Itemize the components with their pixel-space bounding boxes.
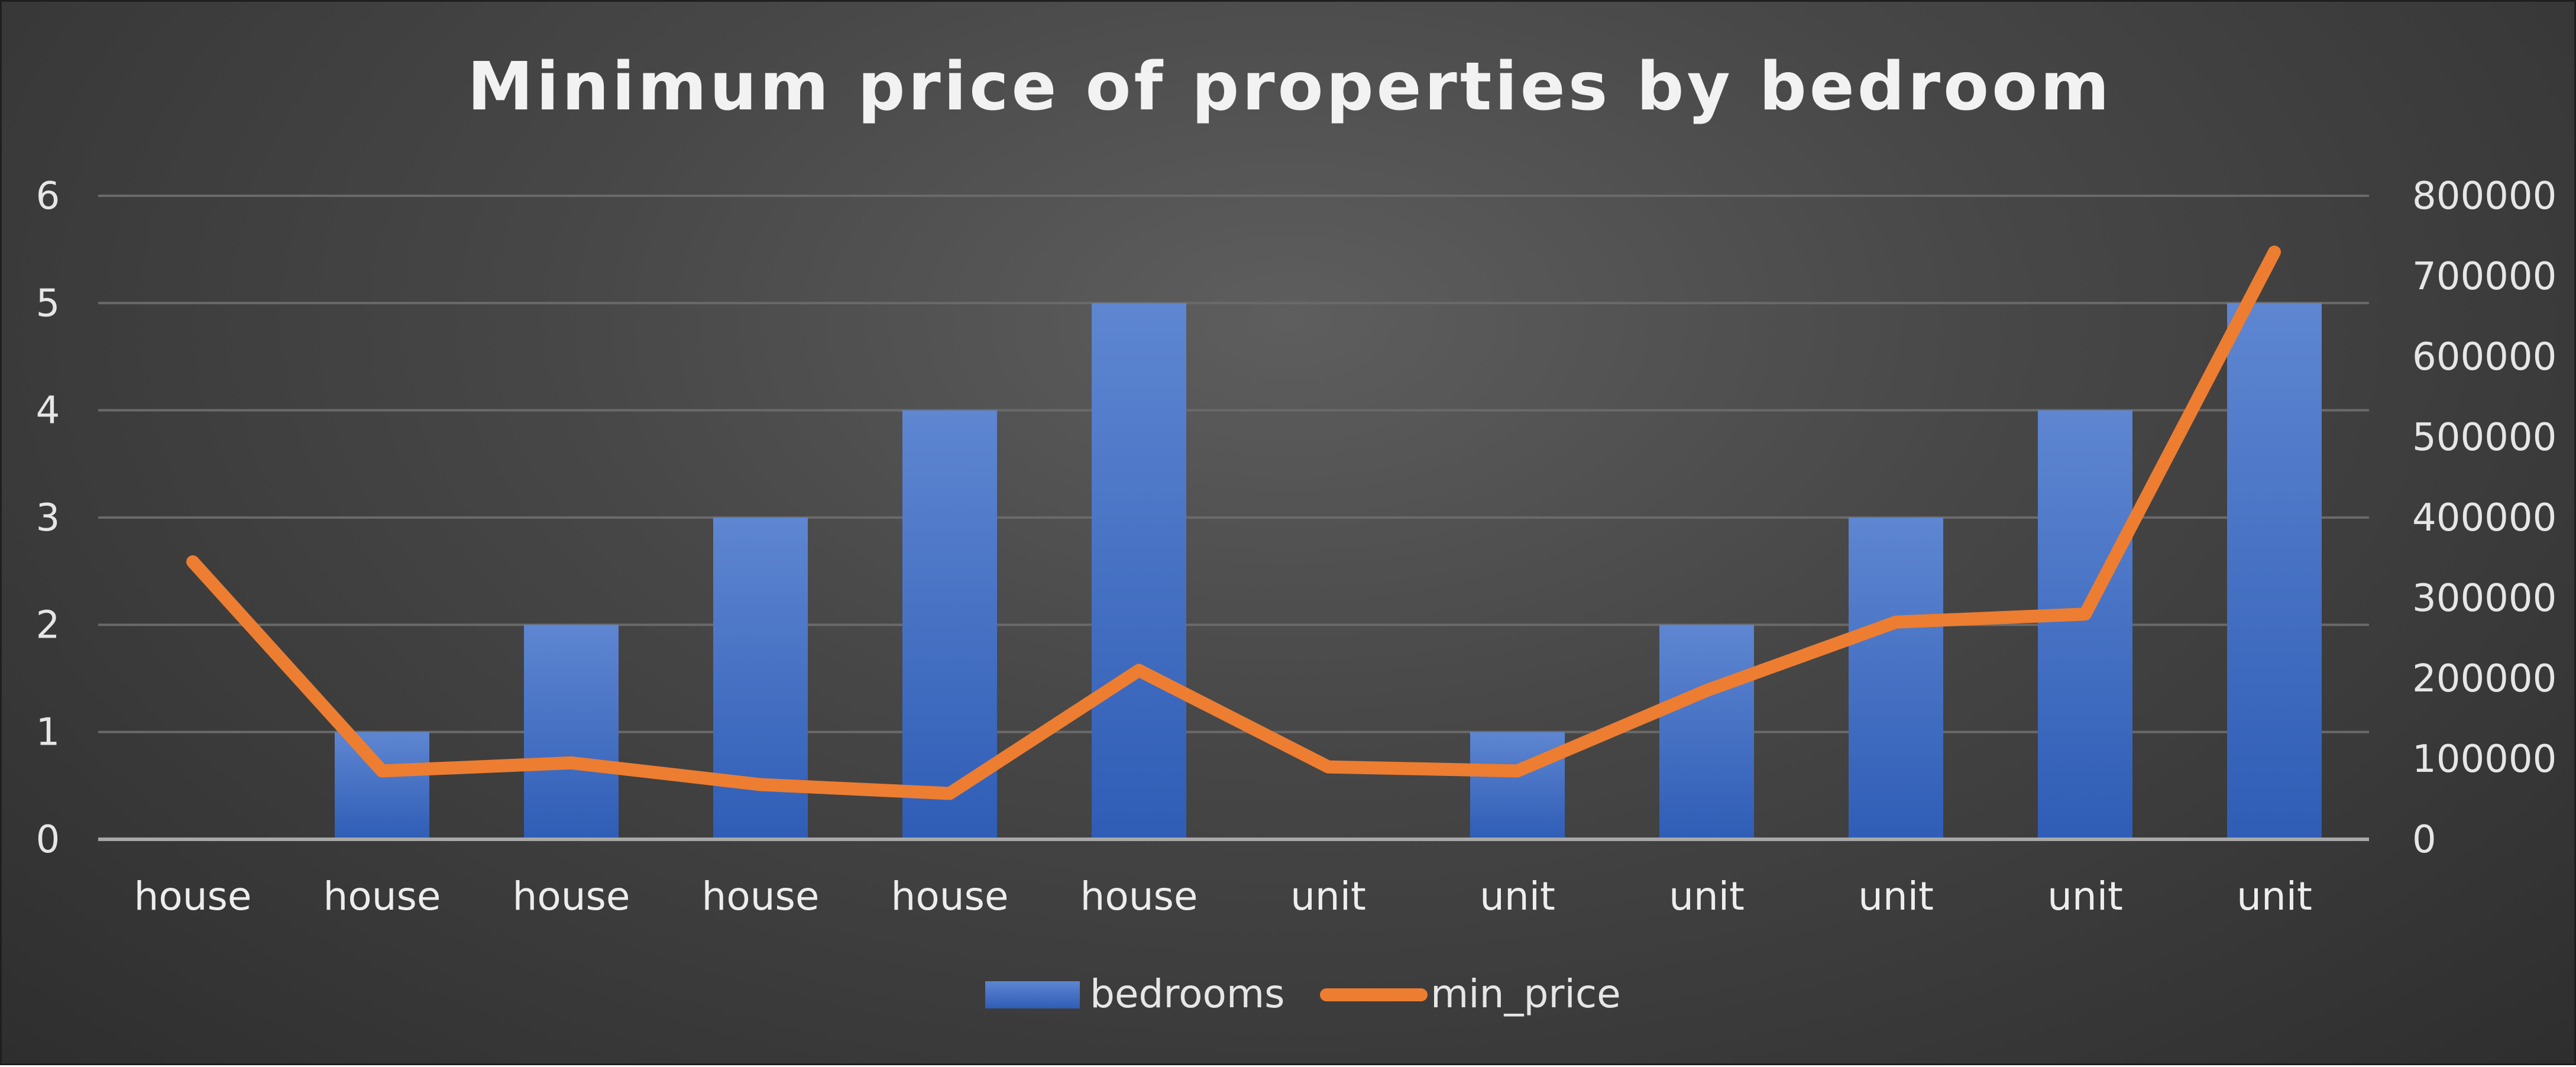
min-price-point-12[interactable] [2271, 248, 2278, 256]
bar-6[interactable] [1092, 303, 1186, 839]
right-tick-800000: 800000 [2412, 174, 2556, 218]
right-tick-700000: 700000 [2412, 255, 2556, 299]
legend-label-min-price[interactable]: min_price [1431, 971, 1621, 1017]
gridlines [98, 195, 2369, 733]
bar-12[interactable] [2227, 303, 2322, 839]
left-tick-4: 4 [36, 389, 60, 433]
legend[interactable]: bedrooms min_price [985, 971, 1621, 1017]
category-label-4: house [701, 874, 819, 919]
category-label-12: unit [2237, 874, 2312, 919]
legend-swatch-bedrooms[interactable] [985, 981, 1080, 1008]
right-tick-0: 0 [2412, 818, 2436, 862]
chart-title: Minimum price of properties by bedroom [467, 48, 2112, 125]
bar-3[interactable] [524, 625, 619, 839]
min-price-point-10[interactable] [1892, 618, 1899, 626]
left-tick-0: 0 [36, 818, 60, 862]
right-tick-300000: 300000 [2412, 577, 2556, 620]
category-label-11: unit [2047, 874, 2123, 919]
category-label-6: house [1080, 874, 1198, 919]
bar-9[interactable] [1659, 625, 1754, 839]
category-label-3: house [512, 874, 630, 919]
right-tick-400000: 400000 [2412, 496, 2556, 540]
category-label-10: unit [1858, 874, 1934, 919]
category-label-5: house [891, 874, 1008, 919]
right-tick-100000: 100000 [2412, 738, 2556, 781]
bar-10[interactable] [1849, 518, 1943, 839]
min-price-point-11[interactable] [2082, 610, 2089, 618]
category-label-8: unit [1480, 874, 1555, 919]
bar-11[interactable] [2038, 410, 2132, 839]
category-label-7: unit [1290, 874, 1366, 919]
min-price-point-1[interactable] [189, 558, 196, 565]
left-tick-1: 1 [36, 711, 60, 755]
min-price-point-3[interactable] [568, 759, 575, 767]
min-price-line[interactable] [186, 245, 2281, 800]
left-tick-5: 5 [36, 282, 60, 325]
legend-label-bedrooms[interactable]: bedrooms [1090, 971, 1285, 1017]
left-tick-6: 6 [36, 174, 60, 218]
left-tick-2: 2 [36, 603, 60, 647]
min-price-point-7[interactable] [1325, 763, 1332, 771]
left-tick-3: 3 [36, 496, 60, 540]
bar-2[interactable] [335, 732, 429, 839]
min-price-point-9[interactable] [1703, 687, 1710, 694]
min-price-point-8[interactable] [1514, 767, 1521, 775]
right-tick-200000: 200000 [2412, 657, 2556, 701]
min-price-point-6[interactable] [1135, 667, 1143, 674]
right-tick-600000: 600000 [2412, 335, 2556, 379]
x-axis-labels: house house house house house house unit unit un… [134, 874, 2312, 919]
bar-series-bedrooms [335, 303, 2322, 839]
min-price-point-4[interactable] [757, 781, 764, 788]
bar-8[interactable] [1470, 732, 1565, 839]
category-label-2: house [323, 874, 441, 919]
category-label-1: house [134, 874, 251, 919]
right-tick-500000: 500000 [2412, 416, 2556, 460]
min-price-point-2[interactable] [378, 767, 386, 775]
category-label-9: unit [1669, 874, 1745, 919]
left-y-axis: 0 1 2 3 4 5 6 [36, 174, 60, 862]
line-series-min-price [186, 245, 2281, 800]
min-price-point-5[interactable] [946, 790, 953, 797]
right-y-axis: 0 100000 200000 300000 400000 500000 600000 700… [2412, 174, 2556, 862]
